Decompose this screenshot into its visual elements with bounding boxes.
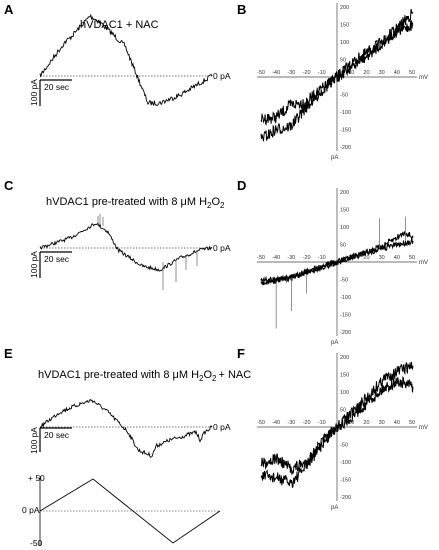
- panel-c-zero: 0 pA: [213, 243, 231, 253]
- panel-letter-f: F: [237, 346, 245, 361]
- panel-a-title: hVDAC1 + NAC: [80, 19, 159, 31]
- iv-x-tick-label: -10: [318, 255, 326, 261]
- panel-e-trace: [39, 399, 213, 458]
- iv-x-tick-label: 20: [363, 70, 369, 76]
- iv-y-tick-label: 150: [340, 23, 349, 29]
- iv-x-tick-label: -30: [287, 255, 295, 261]
- iv-x-tick-label: -20: [303, 255, 311, 261]
- iv-x-tick-label: 40: [394, 420, 400, 426]
- iv-y-tick-label: -200: [340, 495, 351, 501]
- iv-y-tick-label: -200: [340, 330, 351, 336]
- iv-x-tick-label: -30: [287, 420, 295, 426]
- protocol-bottom-label: -50: [30, 538, 43, 548]
- protocol-top-label: + 50: [28, 473, 45, 483]
- iv-x-tick-label: -10: [318, 70, 326, 76]
- iv-y-tick-label: 50: [340, 408, 346, 414]
- iv-x-tick-label: 20: [363, 420, 369, 426]
- iv-y-tick-label: -50: [340, 278, 348, 284]
- iv-x-tick-label: -40: [272, 420, 280, 426]
- trace-e: [39, 399, 213, 458]
- iv-y-unit: pA: [331, 340, 338, 346]
- iv-y-tick-label: -150: [340, 313, 351, 319]
- iv-plot-f: -50 -40 -30 -20 -10 10 20 30 40 50 200 150 100 50 -50 -…: [257, 353, 428, 511]
- iv-x-tick-label: -40: [272, 70, 280, 76]
- iv-x-tick-label: -50: [257, 70, 265, 76]
- iv-trace: [260, 20, 414, 142]
- iv-y-tick-label: 100: [340, 225, 349, 231]
- iv-plot-d: -50 -40 -30 -20 -10 10 20 30 40 5020015010050-50-…: [257, 188, 428, 346]
- protocol-zero-label: 0 pA: [22, 505, 40, 515]
- iv-y-tick-label: 100: [340, 40, 349, 46]
- iv-x-unit: mV: [419, 75, 428, 81]
- iv-y-tick-label: -50: [340, 443, 348, 449]
- iv-trace: [260, 375, 414, 489]
- panel-c-title: hVDAC1 pre-treated with 8 μM H2O2: [46, 196, 225, 210]
- iv-x-tick-label: -20: [303, 420, 311, 426]
- iv-y-tick-label: -50: [340, 93, 348, 99]
- iv-y-tick-label: -150: [340, 128, 351, 134]
- iv-y-tick-label: -100: [340, 295, 351, 301]
- iv-x-tick-label: 30: [379, 70, 385, 76]
- iv-x-tick-label: -50: [257, 420, 265, 426]
- iv-x-unit: mV: [419, 260, 428, 266]
- iv-x-tick-label: 20: [363, 255, 369, 261]
- iv-x-tick-label: 40: [394, 255, 400, 261]
- panel-c-scale-y: 100 pA: [29, 251, 39, 278]
- panel-letter-e: E: [4, 346, 13, 361]
- iv-x-tick-label: -30: [287, 70, 295, 76]
- iv-y-tick-label: 200: [340, 355, 349, 361]
- panel-letter-b: B: [237, 2, 246, 17]
- panel-letter-d: D: [237, 178, 246, 193]
- panel-letter-c: C: [4, 178, 14, 193]
- iv-y-tick-label: 150: [340, 208, 349, 214]
- iv-x-tick-label: 10: [348, 70, 354, 76]
- iv-x-tick-label: 30: [379, 420, 385, 426]
- iv-y-unit: pA: [331, 155, 338, 161]
- iv-x-tick-label: 40: [394, 70, 400, 76]
- panel-e-scale-x: 20 sec: [44, 430, 70, 440]
- iv-y-tick-label: 50: [340, 58, 346, 64]
- iv-x-tick-label: -50: [257, 255, 265, 261]
- iv-y-tick-label: 100: [340, 390, 349, 396]
- iv-x-tick-label: 30: [379, 255, 385, 261]
- panel-a-trace: [39, 13, 213, 107]
- panel-e-zero: 0 pA: [213, 422, 231, 432]
- iv-x-tick-label: -20: [303, 70, 311, 76]
- iv-trace: [260, 230, 414, 283]
- iv-x-tick-label: 50: [409, 420, 415, 426]
- protocol-trace: [39, 478, 221, 544]
- iv-y-tick-label: 150: [340, 373, 349, 379]
- iv-y-unit: pA: [331, 505, 338, 511]
- iv-y-tick-label: -100: [340, 110, 351, 116]
- iv-y-tick-label: -100: [340, 460, 351, 466]
- panel-c-scale-x: 20 sec: [44, 254, 70, 264]
- iv-y-tick-label: 200: [340, 5, 349, 11]
- panel-a-scale-x: 20 sec: [44, 82, 70, 92]
- iv-x-unit: mV: [419, 425, 428, 431]
- voltage-protocol: [39, 476, 221, 546]
- panel-a-scale-y: 100 pA: [29, 79, 39, 106]
- panel-c-trace: [39, 214, 213, 290]
- panel-letter-a: A: [4, 2, 14, 17]
- iv-y-tick-label: -200: [340, 145, 351, 151]
- iv-x-tick-label: -10: [318, 420, 326, 426]
- iv-y-tick-label: 50: [340, 243, 346, 249]
- trace-a: [39, 13, 213, 107]
- iv-x-tick-label: -40: [272, 255, 280, 261]
- iv-plot-b: -50 -40 -30 -20 -10 10 20 30 40 50 200 150 100 50 -50 -…: [257, 3, 428, 161]
- iv-x-tick-label: 50: [409, 70, 415, 76]
- trace-c: [39, 222, 213, 272]
- iv-x-tick-label: 10: [348, 420, 354, 426]
- iv-y-tick-label: 200: [340, 190, 349, 196]
- panel-a-zero: 0 pA: [213, 71, 231, 81]
- iv-y-tick-label: -150: [340, 478, 351, 484]
- iv-x-tick-label: 50: [409, 255, 415, 261]
- panel-e-title: hVDAC1 pre-treated with 8 μM H2O2 + NAC: [38, 369, 251, 383]
- panel-e-scale-y: 100 pA: [29, 427, 39, 454]
